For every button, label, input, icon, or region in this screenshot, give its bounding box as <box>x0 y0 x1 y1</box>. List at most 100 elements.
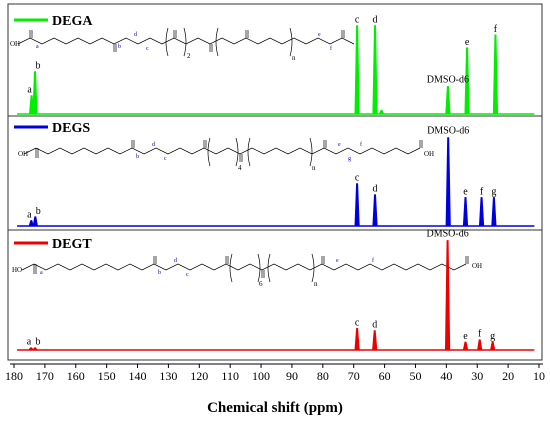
x-tick-label-40: 40 <box>440 369 452 383</box>
peak-degt-f <box>477 339 483 351</box>
structure-dega-subn: n <box>292 54 296 62</box>
panel-frame-degt <box>7 229 543 361</box>
peak-label-degs-e: e <box>463 186 468 197</box>
structure-dega-idx-b: b <box>118 44 121 50</box>
x-axis-label: Chemical shift (ppm) <box>207 400 343 416</box>
structure-degs-subn: n <box>312 164 316 172</box>
x-tick-label-170: 170 <box>36 369 54 383</box>
structure-degt-idx-d: d <box>174 258 177 264</box>
x-tick-label-180: 180 <box>5 369 23 383</box>
structure-degt <box>21 253 469 283</box>
x-tick-label-20: 20 <box>502 369 514 383</box>
x-tick-label-80: 80 <box>317 369 329 383</box>
structure-degt-idx-e: e <box>336 258 339 264</box>
x-tick-label-130: 130 <box>159 369 177 383</box>
x-tick-label-110: 110 <box>221 369 239 383</box>
peak-degs-c <box>354 183 360 227</box>
peak-label-degt-a: a <box>27 337 32 348</box>
x-tick-label-140: 140 <box>129 369 147 383</box>
peak-dega-b <box>32 71 38 115</box>
x-tick-label-10: 10 <box>533 369 545 383</box>
structure-degs <box>23 137 423 167</box>
structure-degs-idx-f: f <box>360 141 362 148</box>
peak-degs-b <box>32 216 38 227</box>
structure-dega <box>17 27 355 57</box>
structure-degt-subn: n <box>314 280 318 288</box>
peak-label-degt-f: f <box>478 329 482 340</box>
x-tick-label-60: 60 <box>379 369 391 383</box>
peak-dega-solvent <box>445 86 451 115</box>
peak-label-dega-e: e <box>465 37 470 48</box>
structure-dega-idx-e: e <box>318 32 321 38</box>
peak-label-degt-e: e <box>463 331 468 342</box>
x-axis: 180 170 160 150 140 130 120 110 100 90 80 70 60 50 40 3… <box>5 363 545 383</box>
spectrum-dega: a b c d e f DMSO-d6 <box>17 15 535 115</box>
peak-label-degs-f: f <box>480 186 484 197</box>
peak-degt-d <box>372 330 378 351</box>
peak-degs-e <box>462 197 469 227</box>
peak-label-degt-d: d <box>372 320 377 331</box>
peak-degs-a <box>28 220 35 227</box>
peak-label-degs-c: c <box>355 173 360 184</box>
peak-label-dega-d: d <box>373 15 378 26</box>
peak-label-dega-b: b <box>36 61 41 72</box>
structure-degt-idx-b: b <box>158 270 161 276</box>
structure-degt-sub6: 6 <box>259 280 263 288</box>
structure-dega-idx-f: f <box>330 45 332 52</box>
legend-degt: DEGT <box>14 237 92 252</box>
x-tick-label-100: 100 <box>252 369 270 383</box>
structure-degs-oh-right: OH <box>424 150 434 158</box>
structure-degs-oh: OH <box>18 150 28 158</box>
structure-dega-idx-a: a <box>36 44 39 50</box>
structure-dega-oh: OH <box>10 40 20 48</box>
legend-dega-label: DEGA <box>52 14 93 29</box>
peak-label-dega-c: c <box>355 15 360 26</box>
legend-degs-label: DEGS <box>52 121 90 136</box>
peak-label-dega-f: f <box>494 24 498 35</box>
peak-degt-b <box>32 347 38 351</box>
peak-degt-a <box>28 347 34 351</box>
peak-label-degt-g: g <box>490 331 495 342</box>
legend-degt-label: DEGT <box>52 237 92 252</box>
peak-label-degt-b: b <box>36 337 41 348</box>
peak-degt-solvent <box>444 240 451 351</box>
x-tick-label-90: 90 <box>286 369 298 383</box>
solvent-label-dega: DMSO-d6 <box>427 74 469 85</box>
legend-dega: DEGA <box>14 14 93 29</box>
x-tick-label-70: 70 <box>348 369 360 383</box>
peak-label-degs-d: d <box>373 184 378 195</box>
peak-degt-g <box>489 341 496 351</box>
structure-degs-idx-e: e <box>338 142 341 148</box>
structure-dega-idx-d: d <box>134 32 137 38</box>
structure-degs-idx-b: b <box>136 154 139 160</box>
x-tick-label-150: 150 <box>98 369 116 383</box>
peak-degt-e <box>462 341 469 351</box>
peak-degs-d <box>372 194 378 227</box>
peak-label-degt-c: c <box>355 317 360 328</box>
structure-degt-idx-f: f <box>372 257 374 264</box>
structure-degt-oh: OH <box>472 262 482 270</box>
structure-dega-sub2: 2 <box>187 52 191 60</box>
peak-dega-c <box>354 25 360 115</box>
structure-degt-ho: HO <box>12 266 22 274</box>
peak-degt-c <box>354 327 360 351</box>
peak-degs-g <box>491 197 497 227</box>
peak-label-degs-g: g <box>491 186 496 197</box>
structure-degs-sub4: 4 <box>238 164 242 172</box>
structure-degt-idx-c: c <box>186 272 189 278</box>
structure-degt-idx-a: a <box>40 270 43 276</box>
x-tick-label-50: 50 <box>409 369 421 383</box>
peak-degs-f <box>478 197 485 227</box>
peak-dega-f <box>492 34 499 115</box>
peak-degs-solvent <box>445 137 451 227</box>
peak-label-degs-a: a <box>27 209 32 220</box>
structure-degs-idx-g: g <box>348 156 351 162</box>
structure-degs-idx-c: c <box>164 156 167 162</box>
x-tick-label-120: 120 <box>190 369 208 383</box>
legend-degs: DEGS <box>14 121 90 136</box>
structure-degs-idx-d: d <box>152 142 155 148</box>
peak-dega-d <box>372 25 378 115</box>
